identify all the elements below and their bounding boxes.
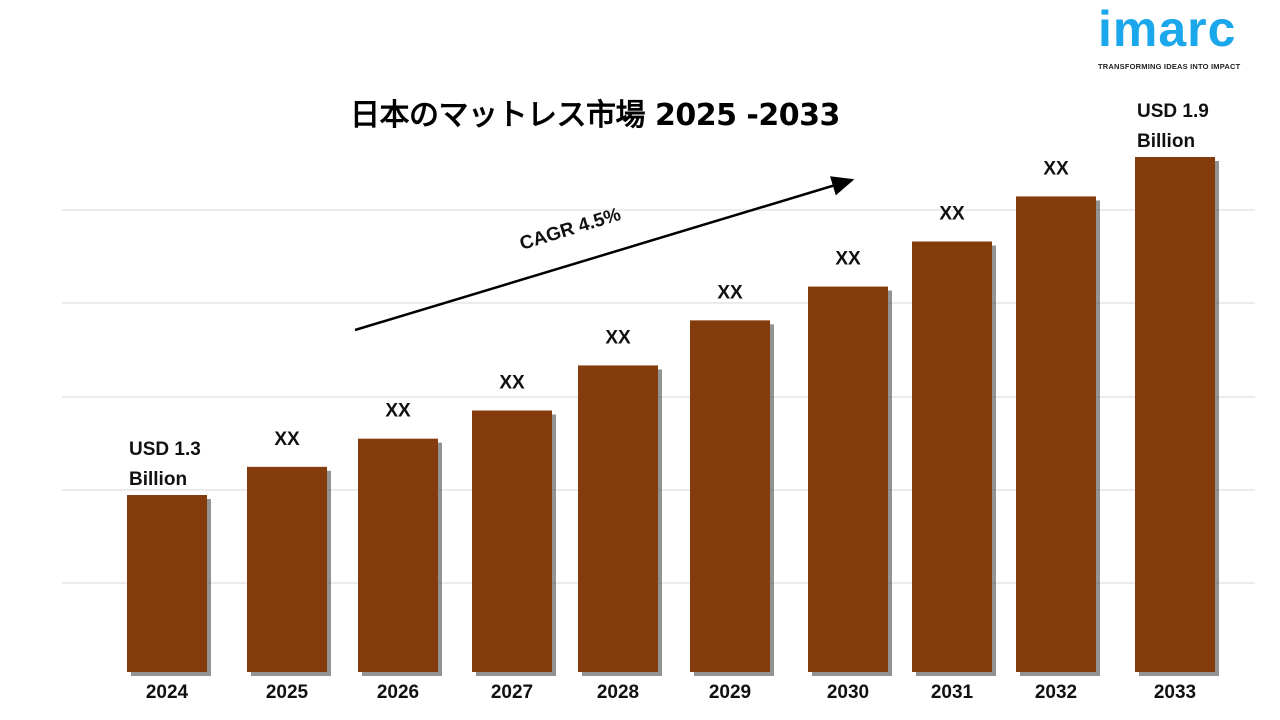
bar-2033 — [1135, 157, 1215, 672]
data-label: USD 1.9 — [1137, 101, 1209, 122]
data-label: XX — [835, 249, 861, 270]
x-tick-label: 2026 — [377, 682, 419, 703]
data-label: XX — [385, 401, 411, 422]
data-label: XX — [1043, 158, 1069, 179]
data-label: XX — [939, 204, 965, 225]
imarc-logo: imarc TRANSFORMING IDEAS INTO IMPACT — [1098, 0, 1268, 72]
x-tick-label: 2029 — [709, 682, 751, 703]
x-tick-label: 2028 — [597, 682, 639, 703]
bar-2026 — [358, 438, 438, 672]
x-tick-label: 2032 — [1035, 682, 1077, 703]
bar-2032 — [1016, 196, 1096, 672]
chart-title: 日本のマットレス市場 2025 -2033 — [350, 98, 840, 133]
bar-2030 — [808, 286, 888, 672]
data-label: XX — [499, 373, 525, 394]
cagr-annotation: CAGR 4.5% — [517, 204, 623, 255]
x-tick-label: 2030 — [827, 682, 869, 703]
data-label: XX — [605, 327, 631, 348]
x-tick-label: 2024 — [146, 682, 189, 703]
bar-2027 — [472, 410, 552, 672]
bar-2031 — [912, 241, 992, 672]
bar-2029 — [690, 320, 770, 672]
data-label: XX — [717, 282, 743, 303]
cagr-arrow — [354, 176, 855, 332]
data-label: Billion — [1137, 131, 1195, 152]
data-label: USD 1.3 — [129, 439, 201, 460]
logo-word: imarc — [1098, 1, 1237, 57]
bar-2028 — [578, 365, 658, 672]
x-tick-label: 2027 — [491, 682, 533, 703]
logo-tagline: TRANSFORMING IDEAS INTO IMPACT — [1098, 62, 1241, 71]
x-tick-label: 2033 — [1154, 682, 1196, 703]
x-tick-label: 2031 — [931, 682, 974, 703]
data-label: XX — [274, 429, 300, 450]
x-tick-label: 2025 — [266, 682, 309, 703]
bar-2024 — [127, 495, 207, 672]
data-label: Billion — [129, 469, 187, 490]
bar-2025 — [247, 466, 327, 672]
